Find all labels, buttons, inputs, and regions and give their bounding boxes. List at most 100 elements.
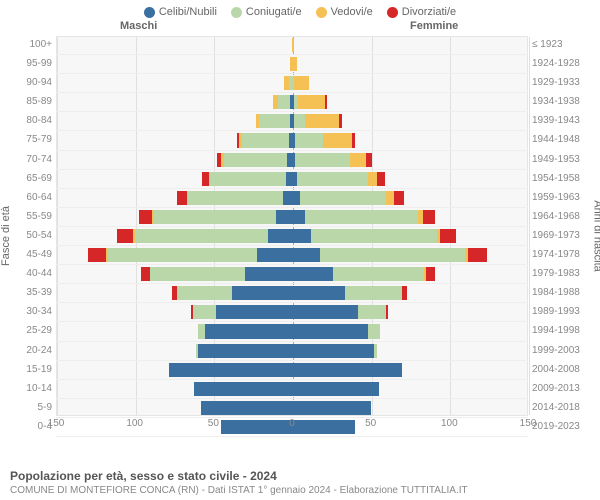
header-female: Femmine: [410, 20, 458, 32]
age-row: 30-341989-1993: [56, 303, 528, 322]
bar-segment: [194, 382, 292, 396]
x-tick: 50: [208, 418, 219, 429]
bar-male: [169, 363, 292, 377]
age-label: 30-34: [6, 306, 52, 317]
bar-segment: [292, 38, 294, 52]
bar-segment: [295, 133, 323, 147]
year-label: 1929-1933: [532, 77, 598, 88]
bar-male: [172, 286, 292, 300]
bar-segment: [394, 191, 403, 205]
bar-segment: [108, 248, 257, 262]
bar-female: [292, 286, 407, 300]
bar-female: [292, 324, 380, 338]
bar-segment: [224, 153, 287, 167]
rows-container: 100+≤ 192395-991924-192890-941929-193385…: [56, 36, 528, 416]
year-label: 1954-1958: [532, 173, 598, 184]
column-headers: Maschi Femmine: [0, 20, 600, 36]
legend-label: Coniugati/e: [246, 6, 302, 18]
year-label: 2014-2018: [532, 402, 598, 413]
age-label: 35-39: [6, 287, 52, 298]
age-row: 45-491974-1978: [56, 246, 528, 265]
bar-male: [256, 114, 292, 128]
x-axis: 15010050050100150: [56, 416, 528, 436]
legend-label: Divorziati/e: [402, 6, 456, 18]
bar-female: [292, 382, 379, 396]
bar-segment: [339, 114, 342, 128]
x-tick: 150: [48, 418, 65, 429]
bar-segment: [278, 95, 291, 109]
year-label: 1999-2003: [532, 345, 598, 356]
age-label: 10-14: [6, 383, 52, 394]
bar-female: [292, 114, 342, 128]
bar-male: [201, 401, 292, 415]
bar-segment: [305, 114, 340, 128]
bar-segment: [366, 153, 372, 167]
bar-male: [194, 382, 292, 396]
bar-male: [237, 133, 292, 147]
bar-female: [292, 57, 297, 71]
bar-segment: [198, 324, 206, 338]
year-label: 2019-2023: [532, 421, 598, 432]
bar-female: [292, 344, 377, 358]
bar-segment: [294, 114, 305, 128]
bar-segment: [292, 229, 311, 243]
age-row: 5-92014-2018: [56, 399, 528, 418]
age-row: 40-441979-1983: [56, 265, 528, 284]
bar-segment: [374, 344, 377, 358]
age-row: 75-791944-1948: [56, 131, 528, 150]
bar-segment: [245, 267, 292, 281]
bar-female: [292, 305, 388, 319]
year-label: ≤ 1923: [532, 39, 598, 50]
bar-male: [141, 267, 292, 281]
legend: Celibi/Nubili Coniugati/e Vedovi/e Divorzia…: [0, 0, 600, 20]
bar-male: [202, 172, 292, 186]
legend-item: Celibi/Nubili: [144, 6, 217, 18]
year-label: 1974-1978: [532, 249, 598, 260]
age-label: 25-29: [6, 325, 52, 336]
age-label: 0-4: [6, 421, 52, 432]
bar-segment: [298, 95, 325, 109]
age-label: 20-24: [6, 345, 52, 356]
bar-segment: [297, 172, 368, 186]
bar-segment: [292, 57, 297, 71]
age-row: 20-241999-2003: [56, 342, 528, 361]
legend-item: Vedovi/e: [316, 6, 373, 18]
bar-segment: [352, 133, 355, 147]
bar-female: [292, 191, 404, 205]
bar-segment: [300, 191, 387, 205]
x-tick: 0: [289, 418, 295, 429]
year-label: 1989-1993: [532, 306, 598, 317]
bar-female: [292, 363, 402, 377]
bar-segment: [177, 286, 232, 300]
age-row: 15-192004-2008: [56, 361, 528, 380]
age-label: 75-79: [6, 134, 52, 145]
bar-male: [177, 191, 292, 205]
x-tick: 100: [126, 418, 143, 429]
bar-segment: [386, 191, 394, 205]
legend-label: Celibi/Nubili: [159, 6, 217, 18]
bar-female: [292, 38, 294, 52]
bar-male: [88, 248, 293, 262]
bar-segment: [141, 267, 150, 281]
age-row: 25-291994-1998: [56, 322, 528, 341]
bar-female: [292, 76, 309, 90]
x-tick: 100: [441, 418, 458, 429]
bar-female: [292, 229, 456, 243]
age-label: 45-49: [6, 249, 52, 260]
bar-segment: [325, 95, 327, 109]
bar-male: [273, 95, 292, 109]
bar-segment: [88, 248, 107, 262]
footer-sub: COMUNE DI MONTEFIORE CONCA (RN) - Dati I…: [10, 485, 590, 496]
age-label: 95-99: [6, 58, 52, 69]
header-male: Maschi: [120, 20, 157, 32]
bar-female: [292, 153, 372, 167]
bar-segment: [423, 210, 436, 224]
bar-segment: [292, 191, 300, 205]
x-tick: 150: [520, 418, 537, 429]
bar-male: [196, 344, 292, 358]
bar-segment: [276, 210, 292, 224]
year-label: 1959-1963: [532, 192, 598, 203]
legend-item: Divorziati/e: [387, 6, 456, 18]
bar-segment: [292, 344, 374, 358]
bar-segment: [169, 363, 292, 377]
